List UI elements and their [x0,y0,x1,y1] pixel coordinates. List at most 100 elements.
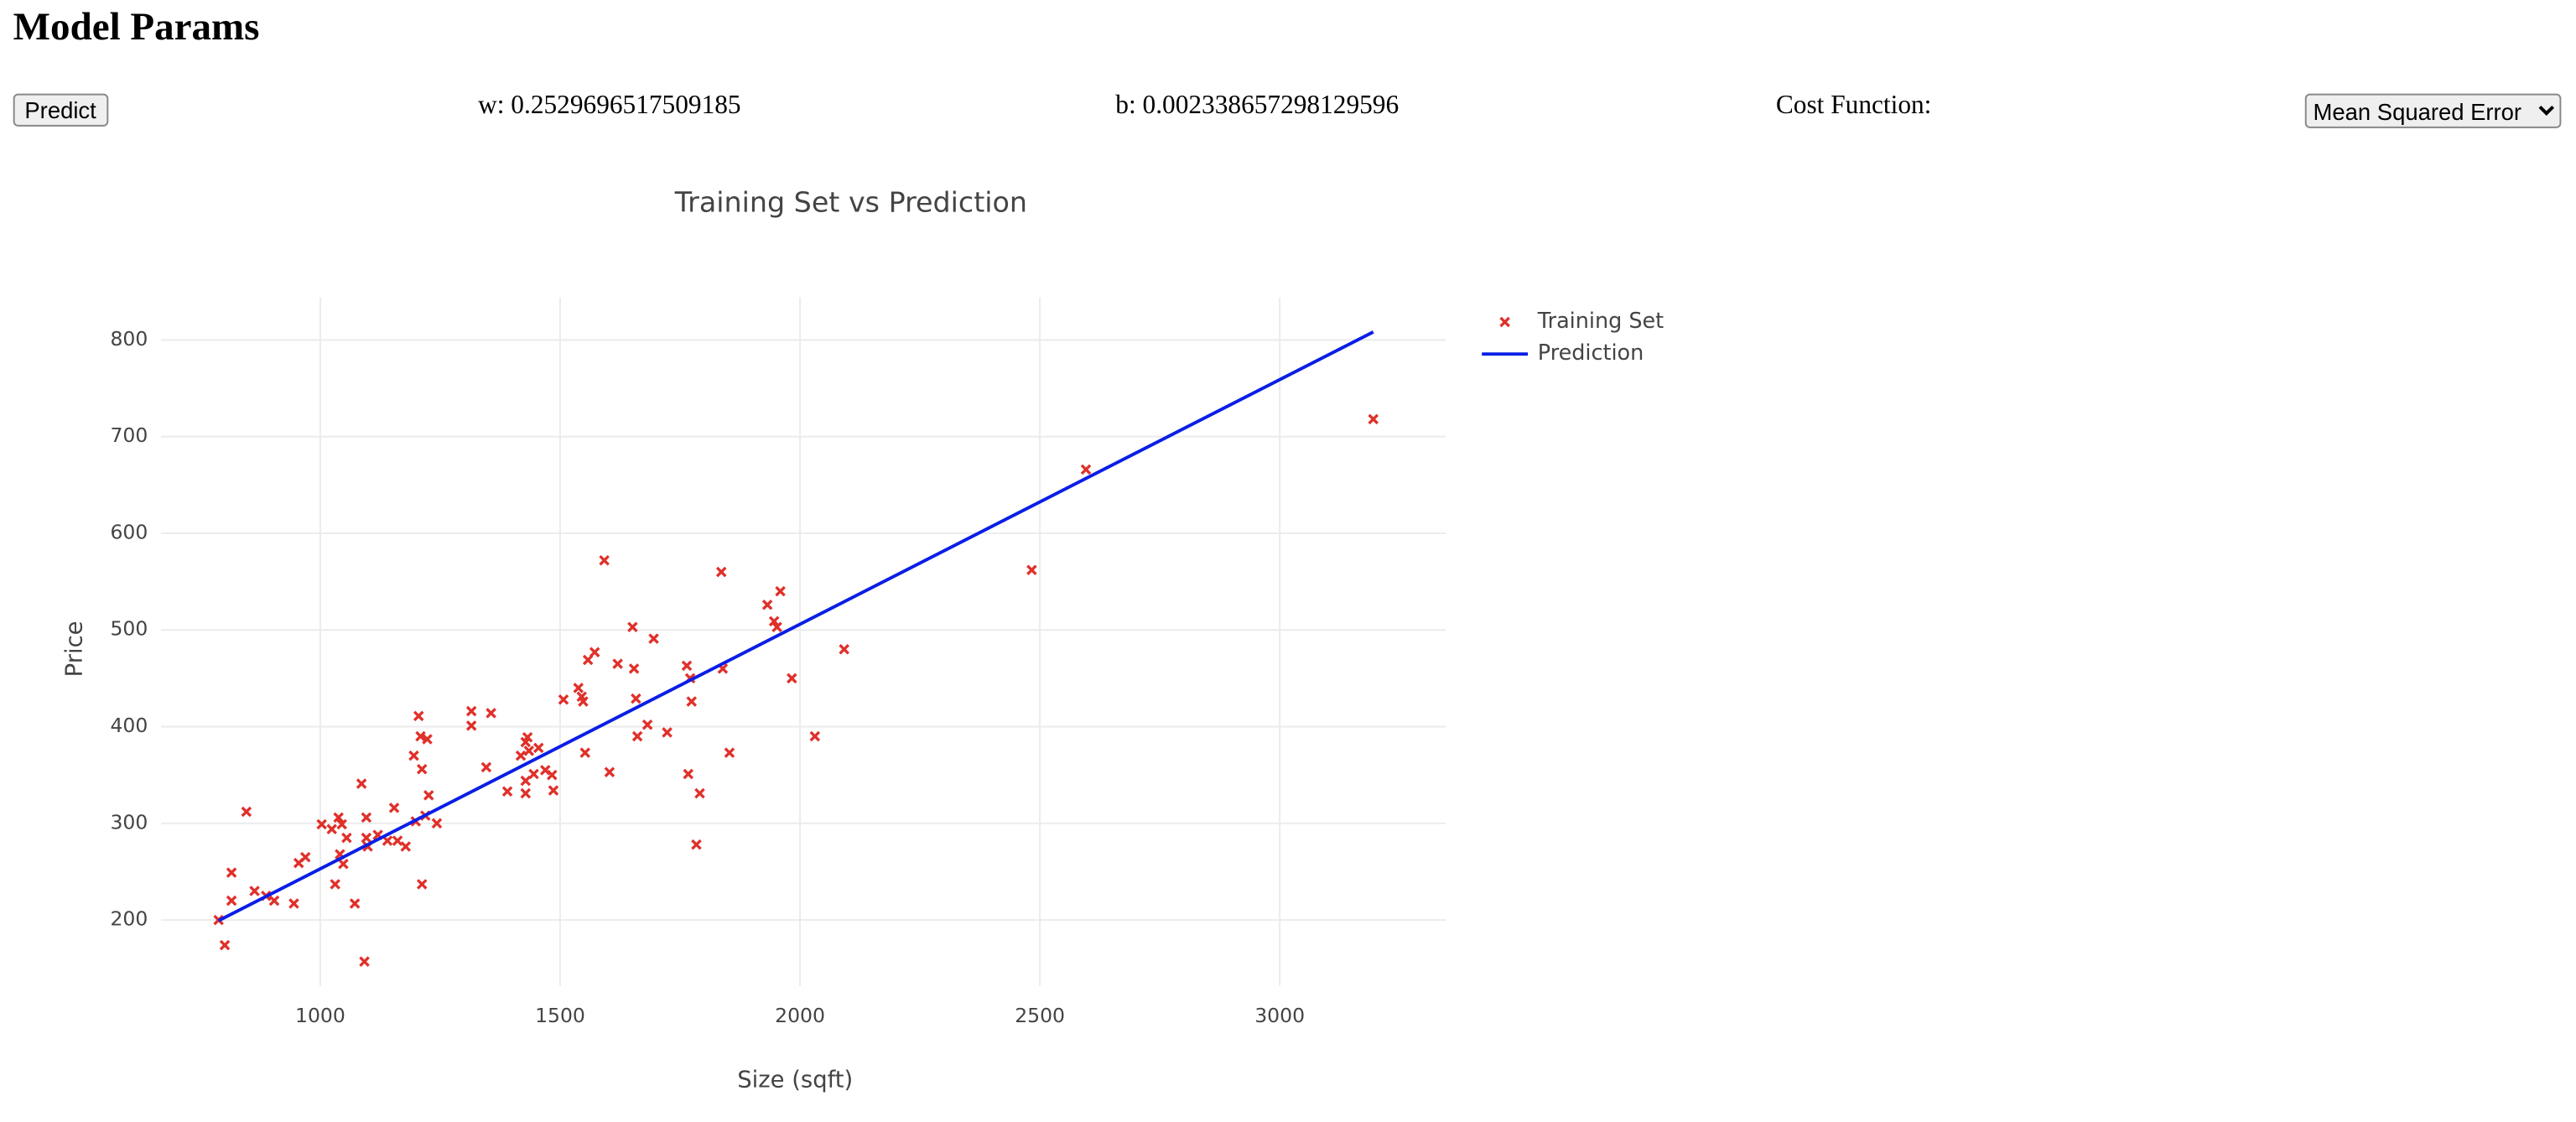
scatter-point [631,693,641,704]
scatter-point [520,775,532,787]
scatter-point [338,858,349,870]
scatter-point [683,768,694,780]
x-tick-label: 2500 [1015,1004,1065,1027]
scatter-point [768,616,780,627]
scatter-point [431,818,443,829]
scatter-point [515,750,527,761]
page-title: Model Params [13,6,260,49]
scatter-point [761,599,773,610]
scatter-point [501,786,513,797]
scatter-point [589,647,600,658]
scatter-point [648,633,659,644]
scatter-point [480,761,492,773]
legend-label: Training Set [1537,309,1664,334]
scatter-point [333,812,344,823]
y-axis-label: Price [62,621,88,677]
scatter-point [691,839,702,850]
scatter-point [316,818,327,830]
scatter-point [771,621,782,633]
scatter-point [336,818,347,830]
scatter-point [400,841,412,852]
predict-button[interactable]: Predict [13,93,108,127]
scatter-point [422,734,433,745]
scatter-point [416,763,428,775]
scatter-point [548,785,559,796]
y-tick-label: 600 [110,520,148,543]
x-tick-label: 1500 [535,1004,585,1027]
scatter-point [423,790,434,801]
w-value: w: 0.2529696517509185 [478,91,741,121]
scatter-point [532,742,544,754]
scatter-point [662,727,673,738]
scatter-point [330,879,340,890]
scatter-point [226,895,237,906]
scatter-point [573,683,584,693]
cost-label: Cost Function: [1775,91,1932,121]
scatter-point [361,812,372,823]
scatter-point [349,898,361,909]
prediction-line [217,330,1374,922]
scatter-point [361,832,372,844]
scatter-point [528,768,539,780]
legend-label: Prediction [1538,340,1644,366]
scatter-point [465,705,477,717]
scatter-point [627,621,638,633]
y-tick-label: 800 [110,327,148,351]
scatter-point [681,660,693,672]
scatter-point [326,823,337,835]
scatter-point [249,886,260,896]
x-tick-label: 1000 [295,1004,345,1027]
scatter-point [628,663,640,674]
scatter-point [1080,464,1092,475]
scatter-point [341,832,352,844]
scatter-point [631,730,643,742]
scatter-point [382,835,393,846]
scatter-point [694,787,705,799]
scatter-point [612,658,623,669]
scatter-point [1368,413,1379,425]
scatter-point [686,696,698,707]
b-value: b: 0.002338657298129596 [1115,91,1400,121]
scatter-point [724,747,735,758]
scatter-point [408,750,419,761]
scatter-point [413,710,424,722]
scatter-point [416,879,428,890]
scatter-point [1026,564,1037,576]
scatter-point [520,787,532,799]
scatter-point [809,730,821,742]
cost-select[interactable]: Mean Squared Error [2304,93,2562,128]
scatter-point [268,895,280,906]
scatter-point [579,747,591,758]
scatter-point [558,693,569,705]
y-tick-label: 500 [110,617,148,641]
scatter-point [787,673,797,684]
scatter-point [226,867,237,878]
scatter-point [392,835,403,846]
chart-title: Training Set vs Prediction [674,185,1027,218]
scatter-point [715,566,727,578]
scatter-point [388,803,400,813]
x-tick-label: 2000 [775,1004,825,1027]
y-tick-label: 300 [110,810,148,834]
y-tick-label: 400 [110,714,148,737]
scatter-point [356,778,367,789]
y-tick-label: 200 [110,907,148,931]
scatter-point [546,769,558,781]
scatter-point [219,939,231,951]
scatter-point [465,720,477,731]
x-tick-label: 3000 [1254,1004,1305,1027]
scatter-point [775,585,786,597]
y-tick-label: 700 [110,423,148,447]
scatter-point [599,554,610,566]
scatter-point [359,956,370,967]
scatter-point [486,708,496,719]
scatter-point [288,898,299,909]
scatter-point [415,730,426,742]
scatter-point [523,745,535,756]
scatter-point [578,696,589,707]
scatter-point [839,644,849,655]
scatter-point [522,731,533,743]
